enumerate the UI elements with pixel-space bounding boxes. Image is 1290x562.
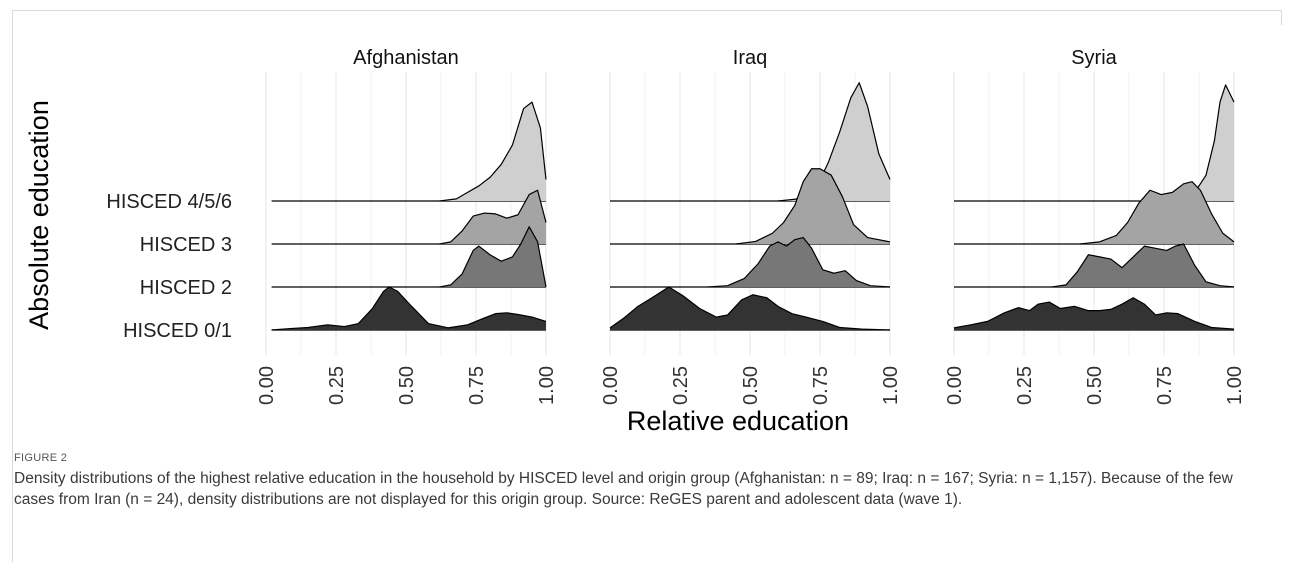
density-ridge-hisced-2 xyxy=(1052,244,1234,287)
density-ridge-hisced-3 xyxy=(736,168,890,244)
x-tick-label: 0.75 xyxy=(810,366,832,405)
x-tick-label: 0.00 xyxy=(256,366,278,405)
density-outline xyxy=(735,168,891,245)
x-tick-label: 0.50 xyxy=(396,366,418,405)
density-ridge-hisced-0-1 xyxy=(954,297,1234,330)
density-outline xyxy=(439,101,547,202)
density-outline xyxy=(439,189,547,245)
density-ridge-hisced-4-5-6 xyxy=(439,102,546,201)
x-tick-label: 0.25 xyxy=(326,366,348,405)
density-outline xyxy=(953,297,1235,330)
density-outline xyxy=(609,286,891,331)
x-tick-label: 0.00 xyxy=(944,366,966,405)
y-axis-label: Absolute education xyxy=(24,100,54,330)
x-tick-label: 0.25 xyxy=(1014,366,1036,405)
density-ridge-hisced-4-5-6 xyxy=(778,82,890,201)
panel-title: Afghanistan xyxy=(353,47,459,69)
figure-caption: FIGURE 2 Density distributions of the hi… xyxy=(14,452,1264,510)
x-tick-label: 0.75 xyxy=(1154,366,1176,405)
figure-number: FIGURE 2 xyxy=(14,452,68,464)
density-ridge-hisced-3 xyxy=(439,190,546,244)
panel-title: Iraq xyxy=(733,47,767,69)
density-outline xyxy=(1079,181,1235,245)
density-ridge-hisced-0-1 xyxy=(271,287,546,330)
y-tick-label: HISCED 2 xyxy=(140,277,232,299)
x-tick-label: 1.00 xyxy=(536,366,558,405)
density-ridge-hisced-3 xyxy=(1080,181,1234,244)
figure-caption-text: Density distributions of the highest rel… xyxy=(14,470,1233,508)
density-outline xyxy=(271,286,547,331)
x-tick-label: 1.00 xyxy=(880,366,902,405)
x-tick-label: 0.25 xyxy=(670,366,692,405)
x-tick-label: 1.00 xyxy=(1224,366,1246,405)
x-tick-label: 0.75 xyxy=(466,366,488,405)
y-tick-label: HISCED 0/1 xyxy=(123,320,232,342)
figure-frame-left xyxy=(12,10,13,562)
y-tick-label: HISCED 3 xyxy=(140,234,232,256)
x-tick-label: 0.50 xyxy=(740,366,762,405)
density-ridge-hisced-0-1 xyxy=(610,287,890,330)
density-ridge-hisced-2 xyxy=(708,237,890,287)
x-tick-label: 0.50 xyxy=(1084,366,1106,405)
x-axis-label: Relative education xyxy=(627,406,849,436)
ridgeline-chart: Absolute education Relative education HI… xyxy=(24,47,1246,436)
panel-title: Syria xyxy=(1071,47,1117,69)
x-tick-label: 0.00 xyxy=(600,366,622,405)
density-ridge-hisced-4-5-6 xyxy=(1150,84,1234,201)
density-outline xyxy=(707,236,891,288)
density-outline xyxy=(439,226,547,288)
y-tick-label: HISCED 4/5/6 xyxy=(106,191,232,213)
density-outline xyxy=(1051,243,1235,288)
